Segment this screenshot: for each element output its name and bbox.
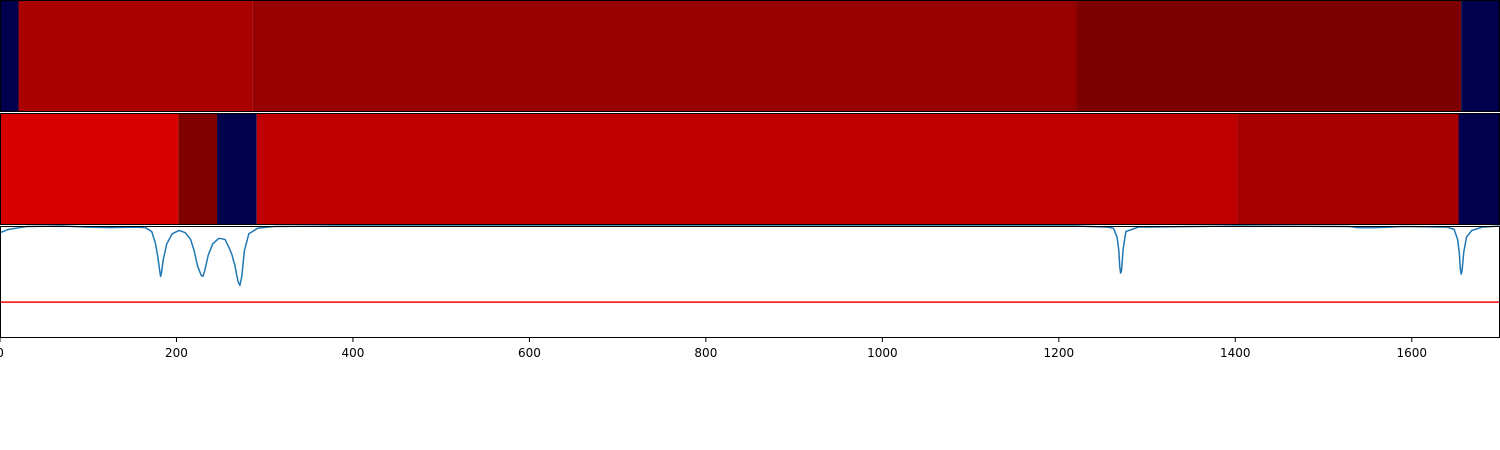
track-1-segment-0 <box>0 0 19 112</box>
x-tick-label-6: 1200 <box>1044 346 1075 360</box>
track-2-segment-4 <box>1237 113 1459 225</box>
x-tick-label-4: 800 <box>694 346 717 360</box>
x-tick-label-0: 0 <box>0 346 4 360</box>
heatmap-track-2 <box>0 113 1500 225</box>
track-1-segment-3 <box>1076 0 1462 112</box>
track-2-segment-3 <box>256 113 1238 225</box>
track-1-segment-1 <box>18 0 253 112</box>
track-2-segment-1 <box>178 113 218 225</box>
heatmap-track-1 <box>0 0 1500 112</box>
x-tick-label-7: 1400 <box>1220 346 1251 360</box>
track-1-segment-4 <box>1461 0 1500 112</box>
track-2-segment-2 <box>217 113 257 225</box>
x-tick-label-5: 1000 <box>867 346 898 360</box>
x-tick-label-8: 1600 <box>1396 346 1427 360</box>
signal-line-panel <box>0 225 1500 338</box>
x-tick-label-3: 600 <box>518 346 541 360</box>
x-axis: 0 200 400 600 800 1000 1200 1400 1600 <box>0 338 1427 360</box>
x-tick-label-1: 200 <box>165 346 188 360</box>
track-2-segment-5 <box>1458 113 1500 225</box>
track-2-segment-0 <box>0 113 179 225</box>
track-1-segment-2 <box>252 0 1077 112</box>
x-tick-label-2: 400 <box>341 346 364 360</box>
